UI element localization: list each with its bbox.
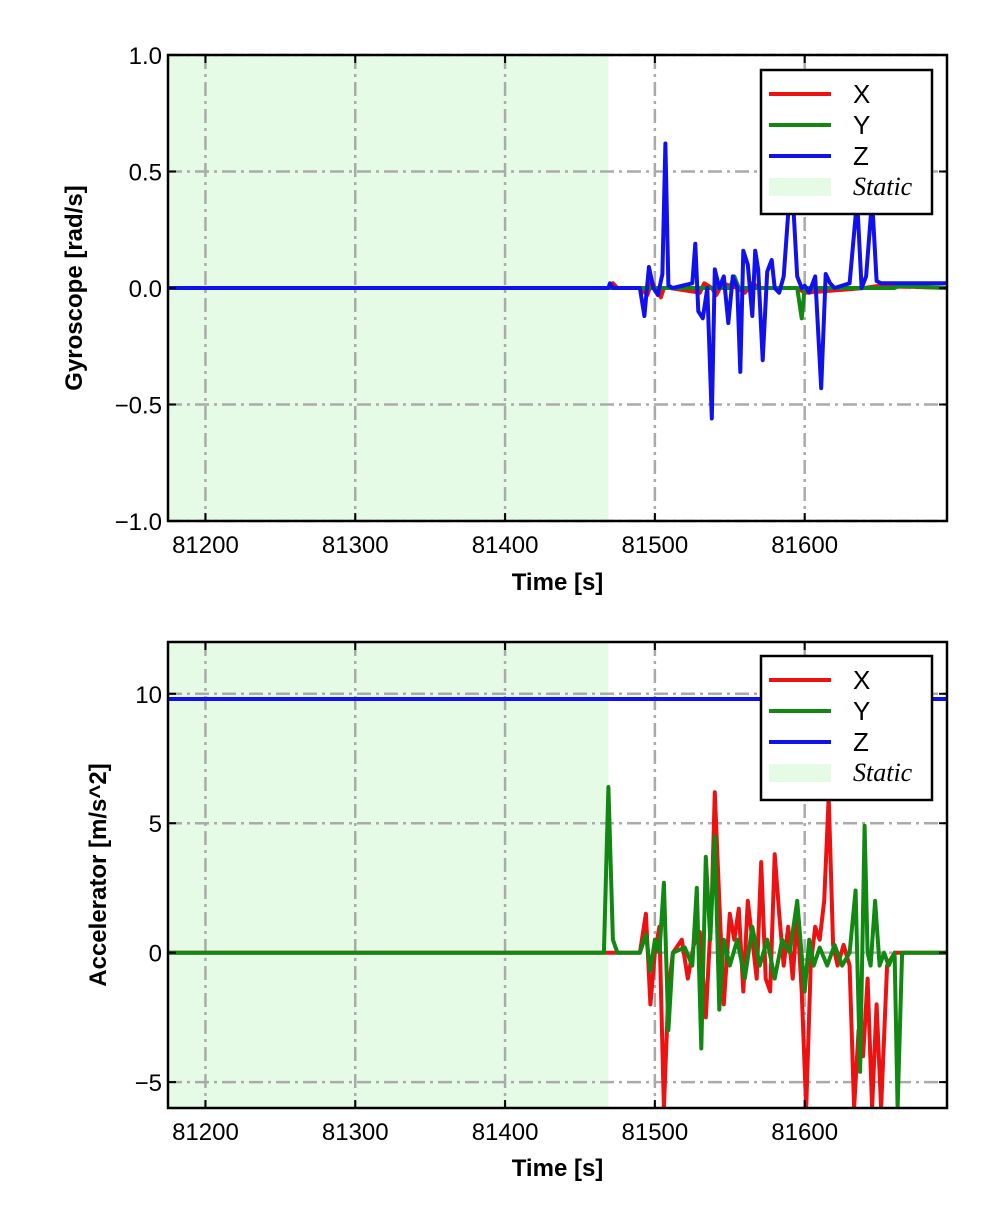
x-tick-label: 81500: [622, 1119, 689, 1146]
legend-label-x: X: [853, 79, 870, 109]
legend-label-static: Static: [853, 172, 913, 201]
y-tick-label: −5: [135, 1070, 162, 1097]
series-group: [168, 141, 947, 421]
legend-label-static: Static: [853, 758, 913, 787]
plot-frame: [166, 640, 949, 1110]
legend-label-x: X: [853, 665, 870, 695]
y-tick-label: 0.0: [129, 276, 162, 303]
series-line-z: [168, 141, 947, 421]
legend-label-y: Y: [853, 696, 870, 726]
y-tick-label: −0.5: [115, 393, 162, 420]
x-axis-title: Time [s]: [512, 569, 604, 596]
x-tick-label: 81300: [322, 1119, 389, 1146]
x-axis-title: Time [s]: [512, 1155, 604, 1182]
x-tick-label: 81200: [172, 1119, 239, 1146]
legend-label-y: Y: [853, 110, 870, 140]
y-axis-title: Accelerator [m/s^2]: [85, 763, 112, 986]
legend-label-z: Z: [853, 727, 869, 757]
y-axis-title: Gyroscope [rad/s]: [61, 185, 88, 390]
y-tick-label: −1.0: [115, 509, 162, 536]
y-tick-label: 5: [149, 811, 162, 838]
chart-panel-1: 81200 81300 81400 81500 81600 −1.0 −0.5 0.0 0.5 1…: [61, 43, 949, 596]
x-tick-label: 81600: [771, 1119, 838, 1146]
x-tick-label: 81200: [172, 532, 239, 559]
static-region: [168, 642, 609, 1108]
x-tick-label: 81400: [472, 532, 539, 559]
x-tick-label: 81500: [622, 532, 689, 559]
y-tick-label: 1.0: [129, 43, 162, 70]
y-tick-label: 0.5: [129, 160, 162, 187]
legend-swatch-static: [769, 178, 831, 196]
y-tick-label: 10: [135, 682, 162, 709]
x-tick-label: 81600: [771, 532, 838, 559]
x-tick-label: 81400: [472, 1119, 539, 1146]
legend-swatch-static: [769, 764, 831, 782]
y-tick-label: 0: [149, 941, 162, 968]
legend-label-z: Z: [853, 141, 869, 171]
x-tick-label: 81300: [322, 532, 389, 559]
chart-panel-2: 81200 81300 81400 81500 81600 −5 0 5 10 Time [s] A…: [85, 640, 949, 1182]
series-line-y: [168, 785, 947, 1108]
